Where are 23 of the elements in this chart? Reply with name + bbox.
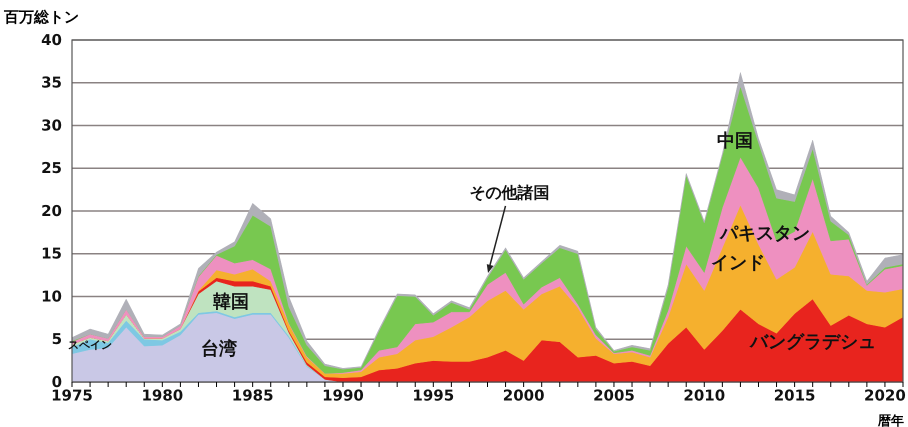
x-tick-label: 1985 xyxy=(232,386,274,405)
y-tick-label: 5 xyxy=(52,330,62,348)
x-tick-label: 2010 xyxy=(683,386,726,405)
series-label: バングラデシュ xyxy=(749,332,876,353)
y-tick-label: 20 xyxy=(41,202,62,220)
y-tick-label: 35 xyxy=(41,74,62,92)
x-tick-label: 1980 xyxy=(141,386,184,405)
x-axis-title: 暦年 xyxy=(877,414,904,427)
y-tick-label: 25 xyxy=(41,159,62,178)
x-tick-label: 2015 xyxy=(774,386,816,405)
y-axis-title: 百万総トン xyxy=(3,8,79,26)
series-label: 台湾 xyxy=(201,338,237,360)
x-tick-label: 2000 xyxy=(502,386,545,405)
y-tick-label: 15 xyxy=(41,244,62,263)
x-tick-label: 2020 xyxy=(864,386,906,405)
x-tick-label: 1990 xyxy=(322,386,364,405)
x-tick-label: 1995 xyxy=(412,386,454,405)
y-tick-label: 40 xyxy=(41,30,62,49)
y-tick-label: 10 xyxy=(41,287,62,306)
y-tick-label: 30 xyxy=(41,116,62,134)
series-label: 韓国 xyxy=(213,291,249,312)
text: その他諸国 xyxy=(470,182,550,202)
x-tick-label: 2005 xyxy=(593,386,635,405)
